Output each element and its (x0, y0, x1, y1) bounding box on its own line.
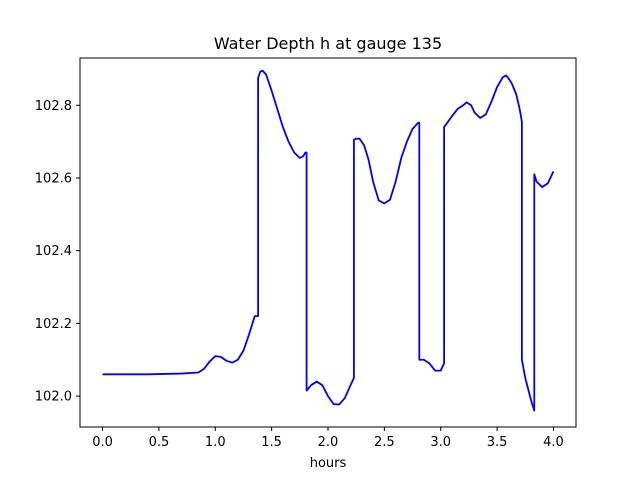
x-tick-label: 2.0 (318, 435, 339, 450)
x-tick-label: 3.5 (487, 435, 508, 450)
y-tick-label: 102.2 (35, 317, 72, 332)
y-tick-label: 102.0 (35, 390, 72, 405)
y-axis: 102.0 102.2 102.4 102.6 102.8 (35, 99, 80, 405)
y-tick-label: 102.8 (35, 99, 72, 114)
x-tick-label: 0.0 (92, 435, 113, 450)
x-axis: 0.0 0.5 1.0 1.5 2.0 2.5 3.0 3.5 4.0 (92, 427, 564, 450)
y-tick-label: 102.6 (35, 171, 72, 186)
x-axis-label: hours (310, 456, 347, 471)
x-tick-label: 2.5 (374, 435, 395, 450)
y-tick-label: 102.4 (35, 244, 72, 259)
plot-frame (79, 57, 577, 428)
x-tick-label: 4.0 (543, 435, 564, 450)
x-tick-label: 1.0 (205, 435, 226, 450)
series-line-0 (102, 69, 555, 412)
x-tick-label: 0.5 (149, 435, 170, 450)
chart-title: Water Depth h at gauge 135 (214, 34, 442, 53)
x-tick-label: 1.5 (261, 435, 282, 450)
x-tick-label: 3.0 (430, 435, 451, 450)
series-layer (102, 69, 555, 412)
